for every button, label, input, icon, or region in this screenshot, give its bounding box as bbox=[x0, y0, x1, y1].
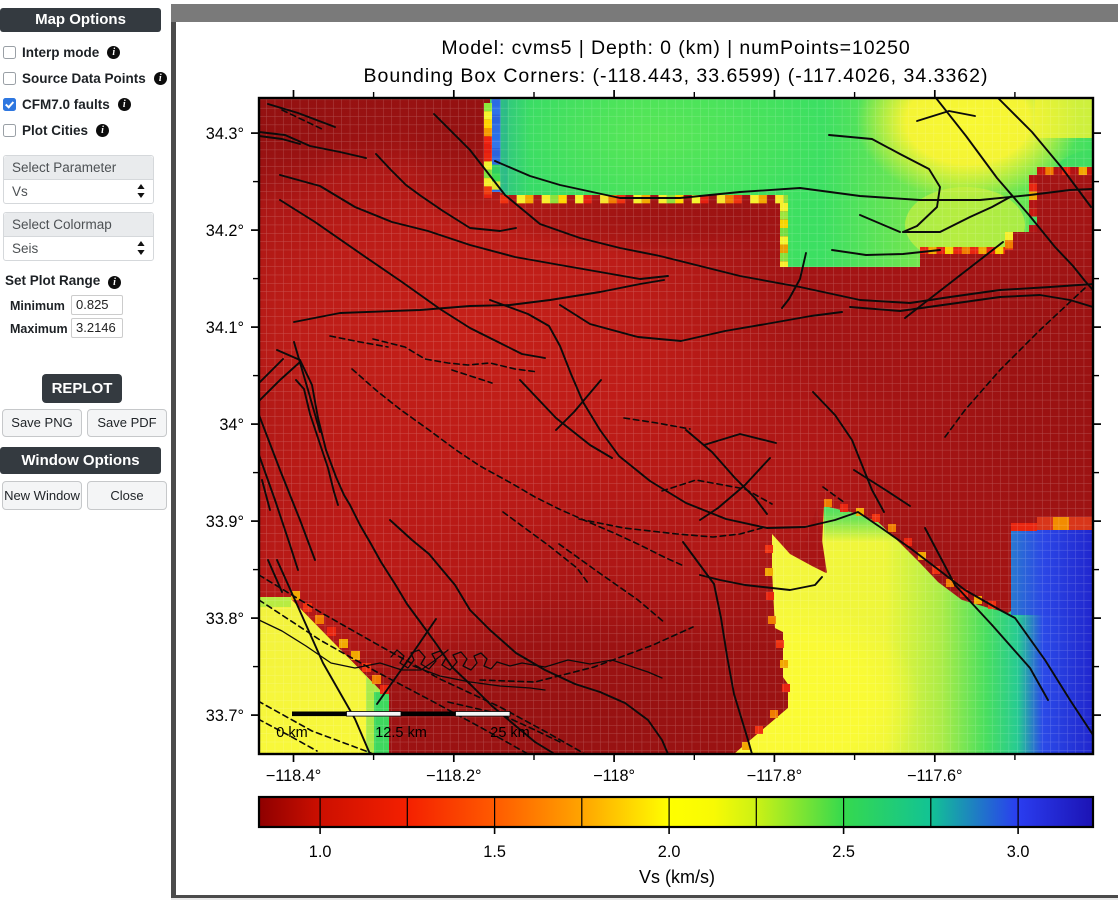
svg-text:33.9°: 33.9° bbox=[206, 513, 244, 531]
svg-text:−118.2°: −118.2° bbox=[426, 767, 482, 785]
svg-text:34.1°: 34.1° bbox=[206, 319, 244, 337]
svg-text:12.5 km: 12.5 km bbox=[375, 725, 427, 741]
svg-text:25 km: 25 km bbox=[490, 725, 530, 741]
svg-text:33.7°: 33.7° bbox=[206, 707, 244, 725]
svg-text:34°: 34° bbox=[219, 416, 244, 434]
svg-text:2.0: 2.0 bbox=[658, 843, 681, 861]
svg-text:Bounding Box Corners: (-118.44: Bounding Box Corners: (-118.443, 33.6599… bbox=[364, 65, 989, 87]
svg-text:34.2°: 34.2° bbox=[206, 222, 244, 240]
svg-text:0 km: 0 km bbox=[276, 725, 307, 741]
svg-text:−117.6°: −117.6° bbox=[907, 767, 963, 785]
svg-text:2.5: 2.5 bbox=[832, 843, 855, 861]
svg-text:Model: cvms5 | Depth: 0 (km) |: Model: cvms5 | Depth: 0 (km) | numPoints… bbox=[441, 37, 910, 59]
svg-text:3.0: 3.0 bbox=[1007, 843, 1030, 861]
svg-text:1.5: 1.5 bbox=[483, 843, 506, 861]
svg-text:−118°: −118° bbox=[593, 767, 635, 785]
svg-text:Vs (km/s): Vs (km/s) bbox=[639, 867, 715, 887]
svg-text:−118.4°: −118.4° bbox=[266, 767, 322, 785]
svg-text:−117.8°: −117.8° bbox=[747, 767, 803, 785]
svg-text:34.3°: 34.3° bbox=[206, 125, 244, 143]
svg-text:33.8°: 33.8° bbox=[206, 610, 244, 628]
svg-text:1.0: 1.0 bbox=[309, 843, 332, 861]
